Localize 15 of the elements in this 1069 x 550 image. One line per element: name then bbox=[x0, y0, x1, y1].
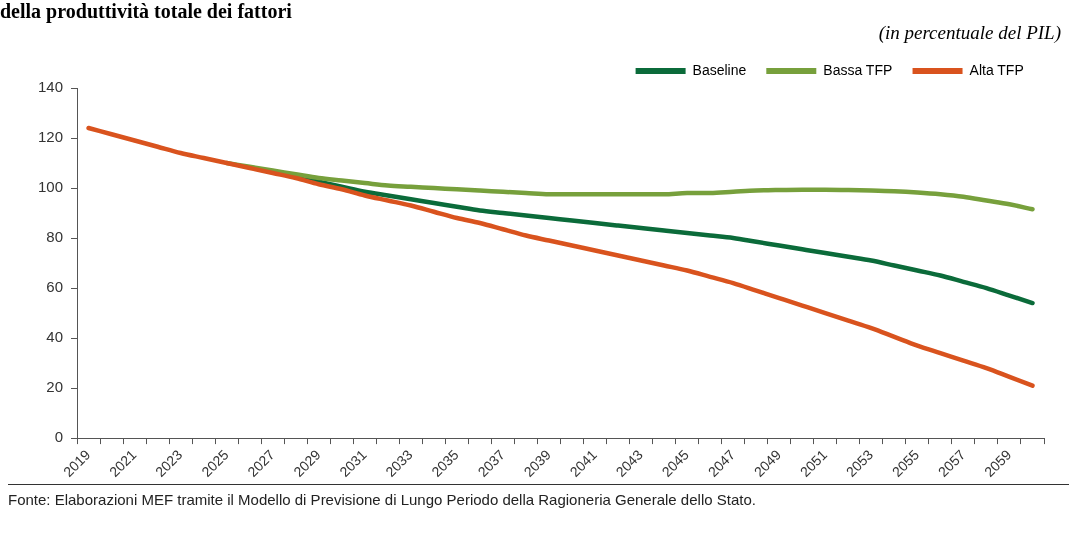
y-tick-label: 140 bbox=[38, 78, 64, 96]
y-tick-label: 20 bbox=[46, 378, 64, 396]
chart-title: della produttività totale dei fattori bbox=[0, 0, 293, 22]
y-tick-label: 120 bbox=[38, 128, 64, 146]
chart-subtitle: (in percentuale del PIL) bbox=[877, 22, 1062, 44]
source-note: Fonte: Elaborazioni MEF tramite il Modello di Previsione di Lungo Periodo della Ragioneria Generale dello Stato. bbox=[8, 484, 1069, 508]
legend-label: Bassa TFP bbox=[823, 61, 893, 78]
y-tick-label: 80 bbox=[46, 228, 64, 246]
legend-label: Baseline bbox=[692, 61, 747, 78]
legend-label: Alta TFP bbox=[969, 61, 1024, 78]
y-tick-label: 40 bbox=[46, 328, 64, 346]
y-tick-label: 100 bbox=[38, 178, 64, 196]
y-tick-label: 0 bbox=[54, 428, 64, 446]
line-series bbox=[86, 125, 1035, 388]
y-tick-label: 60 bbox=[46, 278, 64, 296]
